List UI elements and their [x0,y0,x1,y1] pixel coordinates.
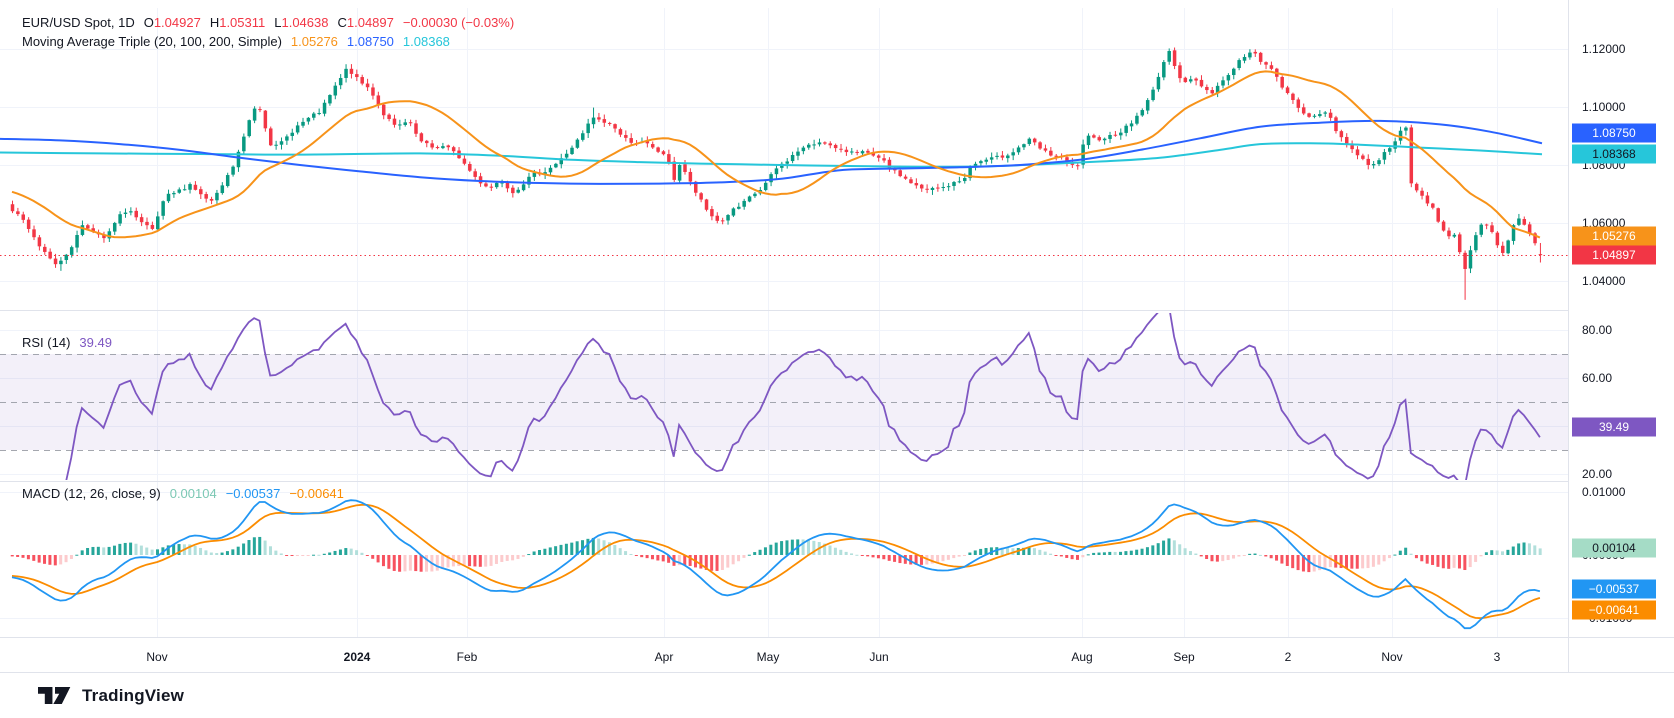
macd-histogram [10,536,1542,573]
price-axis-badge [1572,144,1656,164]
svg-text:1.08750: 1.08750 [1592,126,1636,140]
ohlc-high: H1.05311 [209,15,266,30]
sma200-line [0,142,1543,168]
macd-axis-badge [1572,579,1656,599]
macd-signal-line [11,503,1541,620]
svg-text:80.00: 80.00 [1582,323,1612,337]
chart-canvas[interactable]: 1.120001.100001.080001.060001.0400080.00… [0,0,1674,673]
sma20-line [11,70,1541,239]
price-tick: 1.10000 [1582,100,1626,114]
svg-text:−0.00641: −0.00641 [1589,603,1640,617]
footer-bar: TradingView [0,673,1674,718]
ohlc-open: O1.04927 [143,15,201,30]
tradingview-logo-icon[interactable] [38,685,72,706]
price-tick: 1.12000 [1582,42,1626,56]
sma20-value: 1.05276 [290,34,338,49]
svg-text:39.49: 39.49 [1599,420,1629,434]
rsi-legend-title: RSI (14) [22,335,71,350]
time-axis-label: Aug [1071,650,1092,664]
ohlc-close: C1.04897 [337,15,394,30]
svg-text:60.00: 60.00 [1582,371,1612,385]
svg-text:−0.00537: −0.00537 [1589,582,1640,596]
macd-signal-value: −0.00641 [289,486,344,501]
macd-main-line [11,499,1541,630]
svg-text:1.04897: 1.04897 [1592,248,1636,262]
time-axis-label: Feb [457,650,478,664]
time-axis-label: Nov [1381,650,1402,664]
time-axis-label: Apr [655,650,674,664]
time-axis-label: 3 [1494,650,1501,664]
rsi-axis-badge [1572,417,1656,437]
price-axis-badge [1572,245,1656,265]
rsi-legend[interactable]: RSI (14) 39.49 [22,334,112,351]
rsi-value: 39.49 [79,335,112,350]
svg-text:1.05276: 1.05276 [1592,229,1636,243]
svg-text:20.00: 20.00 [1582,467,1612,481]
sma100-line [0,119,1543,185]
time-axis-label: 2 [1285,650,1292,664]
svg-text:0.00104: 0.00104 [1592,541,1636,555]
sma200-value: 1.08368 [402,34,450,49]
price-change: −0.00030 (−0.03%) [402,15,515,30]
time-axis-label: 2024 [344,650,371,664]
macd-line-value: −0.00537 [225,486,281,501]
time-axis-label: Sep [1173,650,1195,664]
time-axis-label: Jun [869,650,888,664]
time-axis-label: May [757,650,780,664]
macd-axis-badge [1572,600,1656,620]
time-axis-label: Nov [146,650,167,664]
price-axis-badge [1572,226,1656,246]
svg-text:0.01000: 0.01000 [1582,485,1626,499]
macd-legend[interactable]: MACD (12, 26, close, 9) 0.00104 −0.00537… [22,485,344,502]
sma100-value: 1.08750 [346,34,394,49]
macd-hist-value: 0.00104 [169,486,217,501]
symbol-legend[interactable]: EUR/USD Spot, 1D O1.04927 H1.05311 L1.04… [22,14,514,31]
ohlc-low: L1.04638 [274,15,329,30]
macd-legend-title: MACD (12, 26, close, 9) [22,486,161,501]
brand-name[interactable]: TradingView [82,685,185,705]
candlestick-layer [10,47,1543,300]
price-axis-badge [1572,123,1656,143]
macd-axis-badge [1572,538,1656,558]
ma-triple-legend[interactable]: Moving Average Triple (20, 100, 200, Sim… [22,33,450,50]
price-tick: 1.04000 [1582,274,1626,288]
rsi-line [65,313,1541,480]
ma-legend-title: Moving Average Triple (20, 100, 200, Sim… [22,34,282,49]
svg-text:1.08368: 1.08368 [1592,147,1636,161]
symbol-title: EUR/USD Spot, 1D [22,15,135,30]
